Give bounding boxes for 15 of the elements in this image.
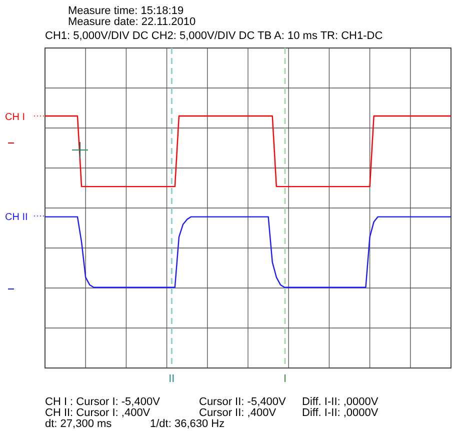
text: Diff. I-II: ,0000V	[302, 407, 379, 419]
chart-subtitle: Measure date: 22.11.2010	[68, 16, 196, 28]
text: I	[283, 373, 287, 385]
text: CH II: Cursor I: ,400V	[45, 407, 151, 419]
text: Diff. I-II: ,0000V	[302, 396, 379, 408]
text: 1/dt: 36,630 Hz	[150, 418, 225, 430]
chart-title: Measure time: 15:18:19	[68, 5, 184, 17]
text: CH I : Cursor I: -5,400V	[45, 396, 161, 408]
text: II	[168, 373, 175, 385]
legend-label: CH II	[5, 212, 28, 223]
text: CH1: 5,000V/DIV DC CH2: 5,000V/DIV DC TB A: 10 ms TR: CH1-DC	[45, 30, 383, 42]
text: Cursor II: ,400V	[199, 407, 277, 419]
legend-label: CH I	[5, 112, 25, 123]
text: Cursor II: -5,400V	[199, 396, 286, 408]
text: dt: 27,300 ms	[45, 418, 112, 430]
